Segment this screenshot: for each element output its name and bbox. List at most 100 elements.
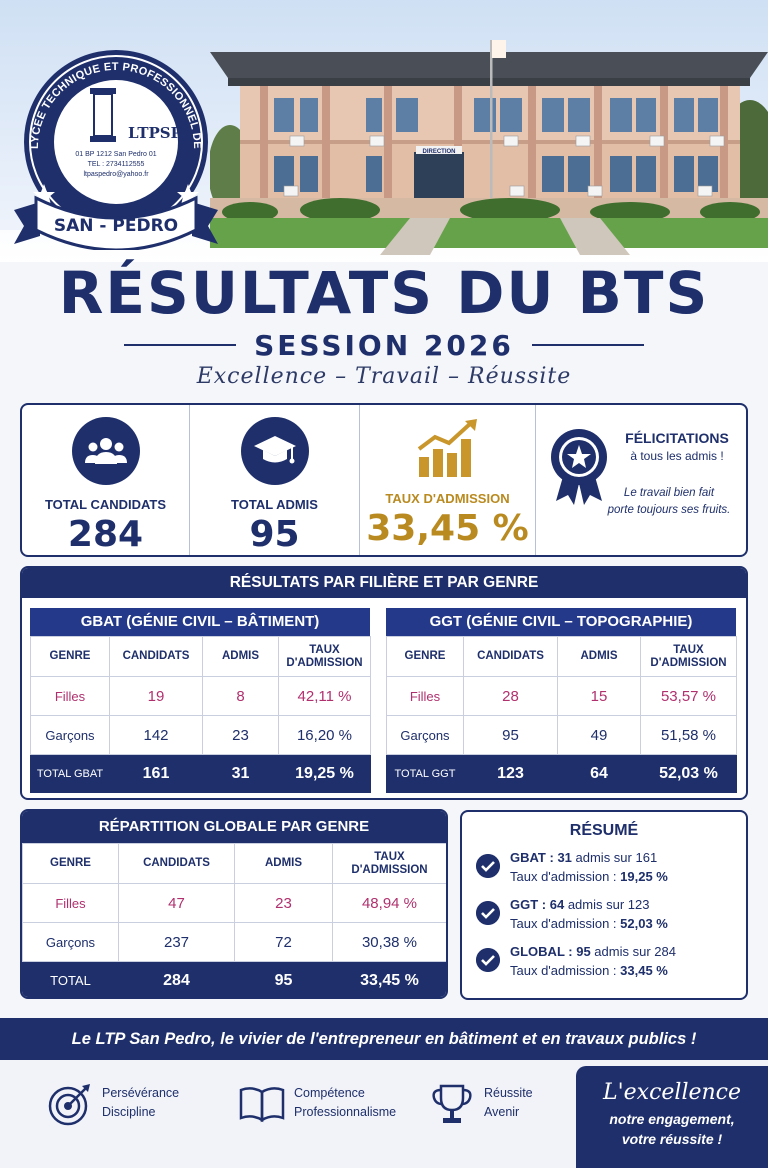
header-admis: ADMIS	[234, 843, 333, 884]
logo-ribbon-text: SAN - PEDRO	[54, 216, 178, 236]
summary-box: RÉSUMÉ GBAT : 31 admis sur 161 Taux d'ad…	[460, 810, 748, 1000]
stat-label: TAUX D'ADMISSION	[385, 491, 510, 506]
cell-candidats: 284	[118, 961, 235, 997]
value-label: Persévérance	[102, 1086, 180, 1100]
cell-taux: 16,20 %	[278, 715, 371, 755]
cell-taux: 30,38 %	[332, 922, 446, 962]
cell-admis: 49	[557, 715, 641, 755]
summary-line: GGT : 64 admis sur 123	[510, 897, 650, 912]
felicitations-note-line1: Le travail bien fait	[623, 487, 715, 499]
summary-rate: Taux d'admission : 19,25 %	[510, 869, 668, 884]
cell-candidats: 19	[109, 676, 203, 716]
table-row: Filles 47 23 48,94 %	[22, 883, 446, 923]
cell-candidats: 47	[118, 883, 235, 923]
table-header-row: GENRE CANDIDATS ADMIS TAUX D'ADMISSION	[386, 636, 737, 677]
cell-genre: TOTAL	[22, 961, 119, 997]
gbat-title: GBAT (GÉNIE CIVIL – BÂTIMENT)	[30, 608, 370, 636]
table-row: Filles 28 15 53,57 %	[386, 676, 737, 716]
cell-admis: 72	[234, 922, 333, 962]
cell-taux: 42,11 %	[278, 676, 371, 716]
table-header-row: GENRE CANDIDATS ADMIS TAUX D'ADMISSION	[30, 636, 371, 677]
ggt-table: GGT (GÉNIE CIVIL – TOPOGRAPHIE) GENRE CA…	[386, 608, 737, 793]
panel-title: RÉSULTATS PAR FILIÈRE ET PAR GENRE	[22, 568, 746, 598]
cell-taux: 48,94 %	[332, 883, 446, 923]
results-by-filiere-panel: RÉSULTATS PAR FILIÈRE ET PAR GENRE GBAT …	[20, 566, 748, 800]
value-label: Discipline	[102, 1105, 156, 1119]
bar-chart-growth-icon	[417, 419, 477, 477]
table-total-row: TOTAL GGT 123 64 52,03 %	[386, 754, 737, 793]
cell-taux: 51,58 %	[640, 715, 737, 755]
header-admis: ADMIS	[202, 636, 279, 677]
cell-admis: 31	[202, 754, 279, 793]
cell-genre: Filles	[386, 676, 464, 716]
cell-candidats: 142	[109, 715, 203, 755]
cell-genre: Garçons	[30, 715, 110, 755]
stat-taux-admission: TAUX D'ADMISSION 33,45 %	[360, 405, 536, 555]
trophy-icon	[432, 1084, 472, 1123]
divider-line	[531, 344, 644, 346]
table-header-row: GENRE CANDIDATS ADMIS TAUX D'ADMISSION	[22, 843, 446, 884]
cell-genre: Garçons	[22, 922, 119, 962]
excellence-title: L'excellence	[602, 1080, 742, 1105]
summary-item-global: GLOBAL : 95 admis sur 284 Taux d'admissi…	[476, 944, 738, 984]
cell-taux: 33,45 %	[332, 961, 446, 997]
cell-taux: 19,25 %	[278, 754, 371, 793]
value-label: Avenir	[484, 1105, 520, 1119]
summary-line: GLOBAL : 95 admis sur 284	[510, 944, 676, 959]
cell-genre: TOTAL GBAT	[30, 754, 110, 793]
stat-value: 33,45 %	[366, 508, 529, 549]
award-badge-icon	[551, 429, 607, 505]
value-label: Professionnalisme	[294, 1105, 397, 1119]
header-taux: TAUX D'ADMISSION	[640, 636, 737, 677]
summary-item-ggt: GGT : 64 admis sur 123 Taux d'admission …	[476, 897, 738, 937]
cell-candidats: 95	[463, 715, 558, 755]
cell-genre: Filles	[30, 676, 110, 716]
cell-candidats: 123	[463, 754, 558, 793]
cell-admis: 15	[557, 676, 641, 716]
value-label: Compétence	[294, 1086, 365, 1100]
table-row: Garçons 237 72 30,38 %	[22, 922, 446, 962]
stat-value: 95	[249, 514, 300, 555]
header-admis: ADMIS	[557, 636, 641, 677]
stats-card: TOTAL CANDIDATS 284 TOTAL ADMIS 95 TAUX …	[20, 403, 748, 557]
stat-label: TOTAL ADMIS	[231, 497, 318, 512]
cell-genre: Garçons	[386, 715, 464, 755]
gbat-table: GBAT (GÉNIE CIVIL – BÂTIMENT) GENRE CAND…	[30, 608, 371, 793]
logo-email: ltpaspedro@yahoo.fr	[83, 171, 149, 178]
cell-taux: 52,03 %	[640, 754, 737, 793]
cell-admis: 23	[202, 715, 279, 755]
session-row: SESSION 2026	[0, 327, 768, 363]
stat-total-admis: TOTAL ADMIS 95	[190, 405, 360, 555]
motto: Excellence – Travail – Réussite	[196, 364, 572, 389]
header-taux: TAUX D'ADMISSION	[332, 843, 446, 884]
value-label: Réussite	[484, 1086, 533, 1100]
school-logo: LYCEE TECHNIQUE ET PROFESSIONNEL DE LTPS…	[14, 50, 218, 250]
felicitations-title: FÉLICITATIONS	[625, 430, 729, 446]
header-candidats: CANDIDATS	[463, 636, 558, 677]
cell-admis: 95	[234, 961, 333, 997]
header-candidats: CANDIDATS	[109, 636, 203, 677]
felicitations-box: FÉLICITATIONS à tous les admis ! Le trav…	[536, 405, 746, 555]
group-icon	[71, 417, 140, 485]
summary-title: RÉSUMÉ	[569, 822, 639, 839]
stat-total-candidats: TOTAL CANDIDATS 284	[22, 405, 190, 555]
cell-candidats: 237	[118, 922, 235, 962]
summary-item-gbat: GBAT : 31 admis sur 161 Taux d'admission…	[476, 850, 738, 890]
graduation-cap-icon	[240, 417, 309, 485]
stat-value: 284	[67, 514, 144, 555]
cell-candidats: 28	[463, 676, 558, 716]
cell-admis: 8	[202, 676, 279, 716]
logo-monogram: LTPSP	[128, 124, 182, 142]
cell-admis: 23	[234, 883, 333, 923]
cell-genre: Filles	[22, 883, 119, 923]
direction-sign: DIRECTION	[423, 149, 456, 155]
header-taux: TAUX D'ADMISSION	[278, 636, 371, 677]
header-genre: GENRE	[30, 636, 110, 677]
table-row: Filles 19 8 42,11 %	[30, 676, 371, 716]
page-title: RÉSULTATS DU BTS	[58, 259, 710, 327]
cell-taux: 53,57 %	[640, 676, 737, 716]
open-book-icon	[239, 1087, 285, 1123]
table-row: Garçons 95 49 51,58 %	[386, 715, 737, 755]
logo-tel: TEL : 2734112555	[88, 161, 145, 168]
target-icon	[48, 1084, 90, 1126]
